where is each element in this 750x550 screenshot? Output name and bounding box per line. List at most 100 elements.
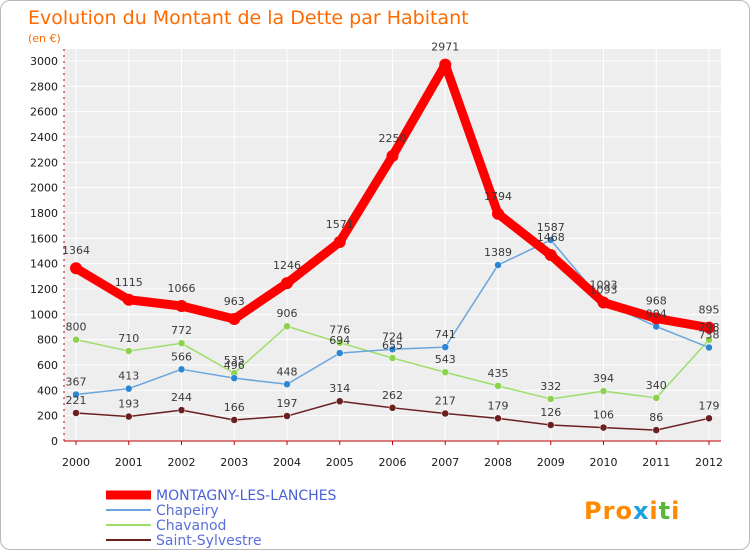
data-point [494, 382, 502, 390]
data-label: 435 [488, 367, 509, 380]
chart-subtitle: (en €) [28, 32, 61, 45]
proxiti-logo: Proxiti [584, 497, 680, 525]
x-tick-label: 2007 [431, 456, 459, 469]
data-point [597, 296, 610, 309]
legend-label: Chavanod [156, 518, 226, 534]
data-point [492, 207, 504, 220]
data-label: 1115 [115, 276, 143, 289]
logo-letter: r [603, 497, 616, 525]
data-point [283, 322, 291, 330]
data-label: 535 [224, 354, 245, 367]
legend: MONTAGNY-LES-LANCHESChapeiryChavanodSain… [106, 488, 337, 549]
data-point [599, 387, 608, 395]
data-point [72, 409, 80, 417]
data-label: 1587 [537, 221, 565, 234]
data-label: 724 [382, 330, 403, 343]
data-label: 193 [118, 398, 139, 411]
y-tick-label: 1200 [30, 283, 58, 296]
data-label: 772 [171, 324, 192, 337]
data-point [386, 150, 399, 162]
data-point [177, 365, 186, 374]
data-label: 448 [277, 365, 298, 378]
data-point [177, 339, 186, 347]
y-tick-label: 400 [37, 384, 58, 397]
data-label: 776 [329, 324, 350, 337]
data-label: 1794 [484, 190, 512, 203]
data-point [333, 236, 346, 249]
x-tick-label: 2009 [537, 456, 565, 469]
data-point [70, 262, 82, 275]
logo-text: Proxiti [584, 497, 680, 525]
y-tick-label: 2800 [30, 80, 58, 93]
y-tick-label: 2600 [30, 106, 58, 119]
x-tick-label: 2002 [168, 456, 196, 469]
data-point [283, 380, 291, 389]
data-point [125, 384, 133, 393]
data-point [439, 58, 452, 71]
x-tick-label: 2003 [220, 456, 248, 469]
data-label: 2971 [431, 41, 459, 54]
data-point [547, 395, 555, 403]
data-label: 314 [329, 382, 350, 395]
data-label: 1246 [273, 259, 301, 272]
data-label: 197 [277, 397, 298, 410]
data-label: 1389 [484, 246, 512, 259]
data-label: 710 [118, 332, 139, 345]
axes [63, 49, 721, 445]
x-tick-labels: 2000 2001 2002 2003 2004 2005 2006 2007 2008 2009… [62, 456, 723, 469]
data-point [547, 236, 555, 244]
logo-letter: t [659, 497, 671, 525]
data-point [177, 406, 186, 414]
data-label: 1364 [62, 244, 90, 257]
x-tick-label: 2012 [695, 456, 723, 469]
data-point [336, 397, 344, 405]
data-label: 1093 [590, 284, 618, 297]
logo-letter: i [671, 497, 680, 525]
x-tick-label: 2000 [62, 456, 90, 469]
data-label: 738 [699, 329, 720, 342]
data-point [652, 394, 660, 402]
data-point [230, 416, 238, 424]
x-tick-label: 2005 [326, 456, 354, 469]
logo-letter: x [633, 497, 649, 525]
data-label: 1468 [537, 231, 565, 244]
y-tick-label: 0 [51, 435, 58, 448]
data-point [703, 321, 715, 334]
data-label: 895 [699, 304, 720, 317]
data-label: 2250 [379, 132, 407, 145]
x-tick-label: 2001 [115, 456, 143, 469]
data-label: 543 [435, 353, 456, 366]
series-lines [70, 58, 715, 434]
x-tick-label: 2011 [642, 456, 670, 469]
data-point [125, 347, 133, 355]
data-label: 166 [224, 401, 245, 414]
data-point [599, 423, 608, 432]
data-label: 179 [699, 399, 720, 412]
data-label: 741 [435, 328, 456, 341]
data-point [175, 299, 188, 312]
data-point [283, 412, 291, 420]
data-label: 694 [329, 334, 350, 347]
y-tick-label: 200 [37, 410, 58, 423]
data-point [441, 409, 449, 418]
legend-label: Saint-Sylvestre [156, 533, 262, 549]
data-label: 221 [66, 394, 87, 407]
y-tick-label: 1000 [30, 308, 58, 321]
data-label: 126 [540, 406, 561, 419]
data-point [705, 336, 713, 344]
data-point [705, 343, 713, 352]
data-label: 496 [224, 359, 245, 372]
data-point [125, 412, 133, 421]
data-label: 394 [593, 372, 614, 385]
data-point [388, 345, 397, 354]
data-point [228, 313, 241, 326]
data-label: 800 [66, 321, 87, 334]
data-point [281, 277, 293, 290]
y-tick-label: 600 [37, 359, 58, 372]
y-tick-label: 2400 [30, 131, 58, 144]
data-label: 1066 [168, 282, 196, 295]
data-point [336, 349, 344, 357]
y-tick-label: 800 [37, 334, 58, 347]
y-tick-label: 1600 [30, 232, 58, 245]
